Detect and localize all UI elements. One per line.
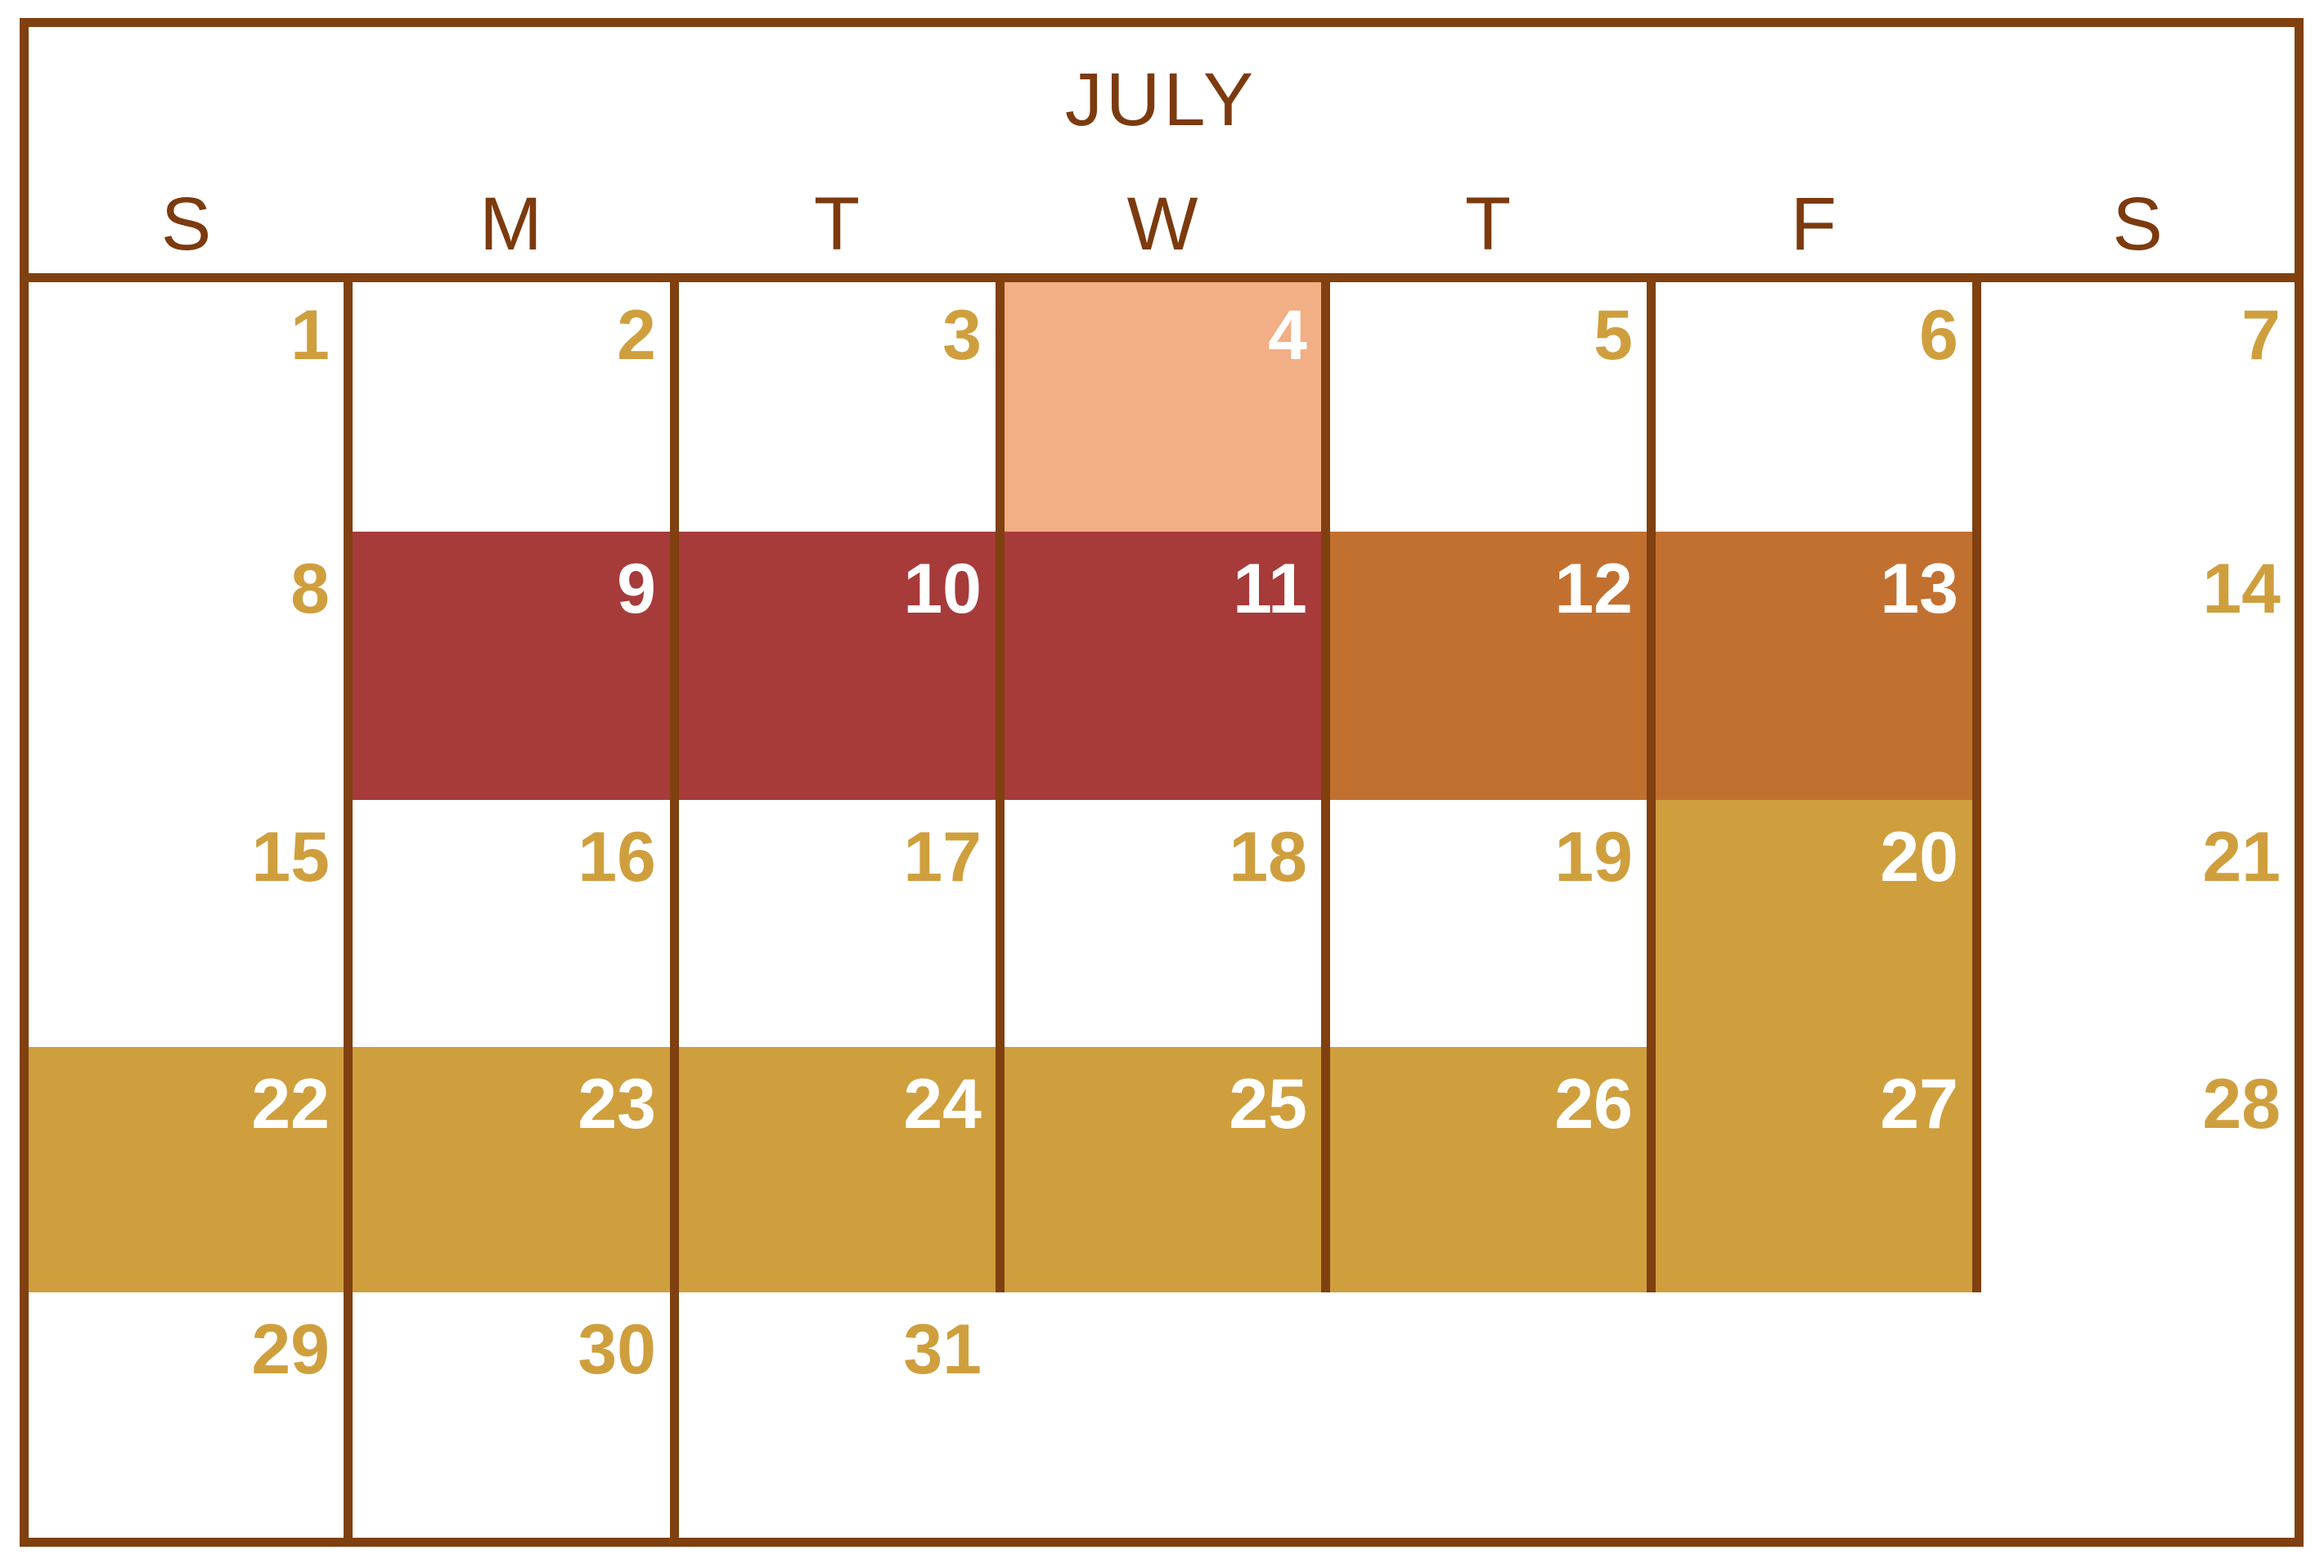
frame-top (20, 18, 2304, 27)
day-number: 23 (578, 1065, 656, 1143)
column-divider (996, 278, 1005, 1292)
highlight-band (348, 532, 674, 800)
frame-left (20, 18, 29, 1547)
day-number: 13 (1880, 550, 1958, 628)
highlight-band (1651, 532, 1976, 800)
frame-right (2295, 18, 2304, 1547)
frame-bottom (20, 1538, 2304, 1547)
highlight-band (1000, 278, 1325, 532)
day-number: 29 (251, 1310, 330, 1389)
weekday-label: T (813, 182, 861, 266)
weekday-label: F (1790, 182, 1837, 266)
day-number: 8 (290, 550, 330, 628)
highlight-band (1651, 800, 1976, 1047)
highlight-band (674, 532, 1000, 800)
day-number: 27 (1880, 1065, 1958, 1143)
day-number: 3 (942, 296, 982, 375)
highlight-band (348, 1047, 674, 1292)
day-number: 15 (251, 818, 330, 896)
highlight-band (1000, 532, 1325, 800)
weekday-label: W (1126, 182, 1198, 266)
day-number: 19 (1554, 818, 1633, 896)
weekday-label: T (1464, 182, 1512, 266)
highlight-band (674, 1047, 1000, 1292)
column-divider (1647, 278, 1656, 1292)
day-number: 24 (903, 1065, 982, 1143)
header-divider (20, 273, 2304, 282)
day-number: 12 (1554, 550, 1633, 628)
day-number: 31 (903, 1310, 982, 1389)
day-number: 26 (1554, 1065, 1633, 1143)
highlight-band (1000, 1047, 1325, 1292)
highlight-band (25, 1047, 348, 1292)
day-number: 16 (578, 818, 656, 896)
highlight-band (1325, 1047, 1651, 1292)
column-divider (344, 278, 353, 1543)
month-title: JULY (1064, 58, 1257, 142)
day-number: 4 (1268, 296, 1307, 375)
day-number: 30 (578, 1310, 656, 1389)
weekday-label: S (2112, 182, 2163, 266)
day-number: 7 (2241, 296, 2281, 375)
day-number: 14 (2202, 550, 2281, 628)
day-number: 18 (1229, 818, 1307, 896)
weekday-label: M (479, 182, 542, 266)
column-divider (670, 278, 679, 1543)
day-number: 11 (1233, 550, 1307, 628)
highlight-band (1325, 532, 1651, 800)
day-number: 20 (1880, 818, 1958, 896)
day-number: 25 (1229, 1065, 1307, 1143)
column-divider (1972, 278, 1981, 1292)
day-number: 10 (903, 550, 982, 628)
column-divider (1321, 278, 1330, 1292)
day-number: 5 (1594, 296, 1633, 375)
day-number: 1 (290, 296, 330, 375)
day-number: 6 (1919, 296, 1958, 375)
day-number: 17 (903, 818, 982, 896)
highlight-band (1651, 1047, 1976, 1292)
day-number: 2 (617, 296, 656, 375)
day-number: 9 (617, 550, 656, 628)
day-number: 28 (2202, 1065, 2281, 1143)
day-number: 21 (2202, 818, 2281, 896)
day-number: 22 (251, 1065, 330, 1143)
weekday-label: S (160, 182, 212, 266)
